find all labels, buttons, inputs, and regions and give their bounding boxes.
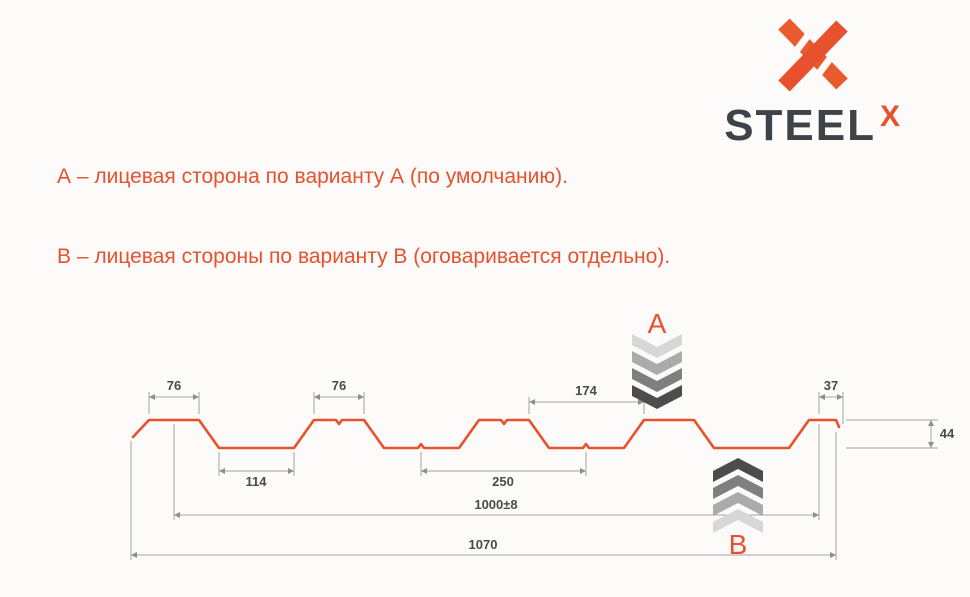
dim-1070: 1070 [469, 537, 498, 552]
dim-174: 174 [575, 383, 597, 398]
dim-114: 114 [246, 474, 268, 489]
dim-1000: 1000±8 [474, 497, 517, 512]
logo-text: STEEL X [724, 100, 900, 150]
note-variant-b: В – лицевая стороны по варианту В (огова… [57, 245, 671, 268]
logo: STEEL X [724, 10, 900, 148]
arrow-a-chevrons [632, 334, 682, 409]
dim-250: 250 [492, 474, 514, 489]
dim-76-left: 76 [167, 378, 181, 393]
logo-x-letter: X [879, 100, 900, 133]
logo-x-icon [778, 18, 848, 92]
dim-76-mid: 76 [332, 378, 346, 393]
note-variant-a: А – лицевая сторона по варианту А (по ум… [57, 165, 568, 188]
dim-37: 37 [824, 378, 838, 393]
arrow-b-label: В [729, 529, 748, 560]
dimension-lines [131, 394, 934, 558]
arrow-b-chevrons [713, 458, 763, 533]
dimension-labels: 76 76 174 37 114 250 1000±8 1070 44 [167, 378, 955, 552]
dim-44: 44 [940, 426, 955, 441]
profile-outline [131, 418, 841, 450]
logo-steel-label: STEEL [724, 101, 876, 150]
arrow-a-label: А [648, 308, 667, 339]
